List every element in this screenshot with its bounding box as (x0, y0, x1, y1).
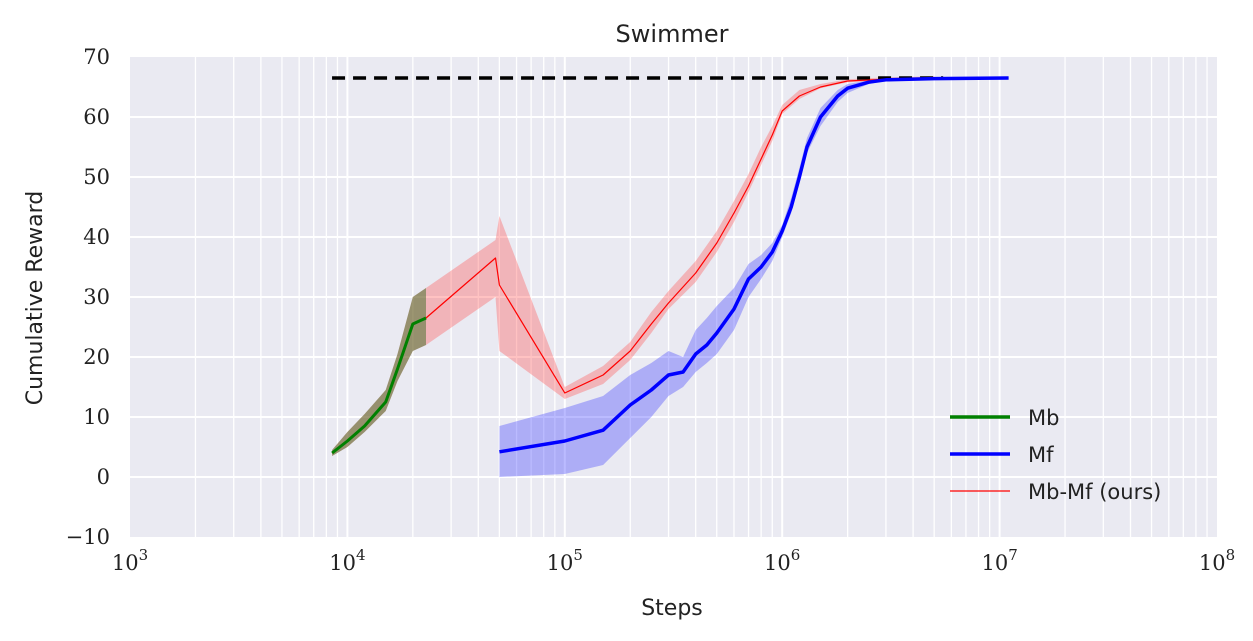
x-tick-label: 106 (764, 546, 800, 575)
y-tick-label: 20 (83, 345, 110, 369)
x-tick-label: 104 (329, 546, 365, 575)
legend-label: Mb-Mf (ours) (1028, 480, 1161, 504)
y-tick-label: 40 (83, 225, 110, 249)
y-tick-labels: −10 0 10 20 30 40 50 60 70 (66, 45, 110, 549)
x-tick-label: 103 (112, 546, 148, 575)
y-tick-label: 30 (83, 285, 110, 309)
series-lines (331, 76, 1009, 455)
y-tick-label: 10 (83, 405, 110, 429)
x-tick-label: 108 (1199, 546, 1235, 575)
chart-title: Swimmer (616, 20, 729, 48)
x-tick-label: 105 (547, 546, 583, 575)
band-mf (499, 76, 1009, 478)
y-tick-label: 0 (97, 465, 110, 489)
legend: Mb Mf Mb-Mf (ours) (950, 406, 1161, 504)
series-line-mf (499, 76, 1009, 454)
band-mb (332, 288, 426, 456)
legend-label: Mb (1028, 406, 1059, 430)
x-tick-labels: 103 104 105 106 107 108 (112, 546, 1235, 575)
y-tick-label: 60 (83, 105, 110, 129)
x-axis-label: Steps (641, 596, 703, 621)
y-axis-label: Cumulative Reward (23, 191, 48, 406)
confidence-bands (332, 76, 1009, 478)
legend-label: Mf (1028, 443, 1054, 467)
y-tick-label: −10 (66, 525, 110, 549)
series-line-mb (331, 316, 427, 455)
y-tick-label: 50 (83, 165, 110, 189)
x-tick-label: 107 (981, 546, 1017, 575)
y-tick-label: 70 (83, 45, 110, 69)
